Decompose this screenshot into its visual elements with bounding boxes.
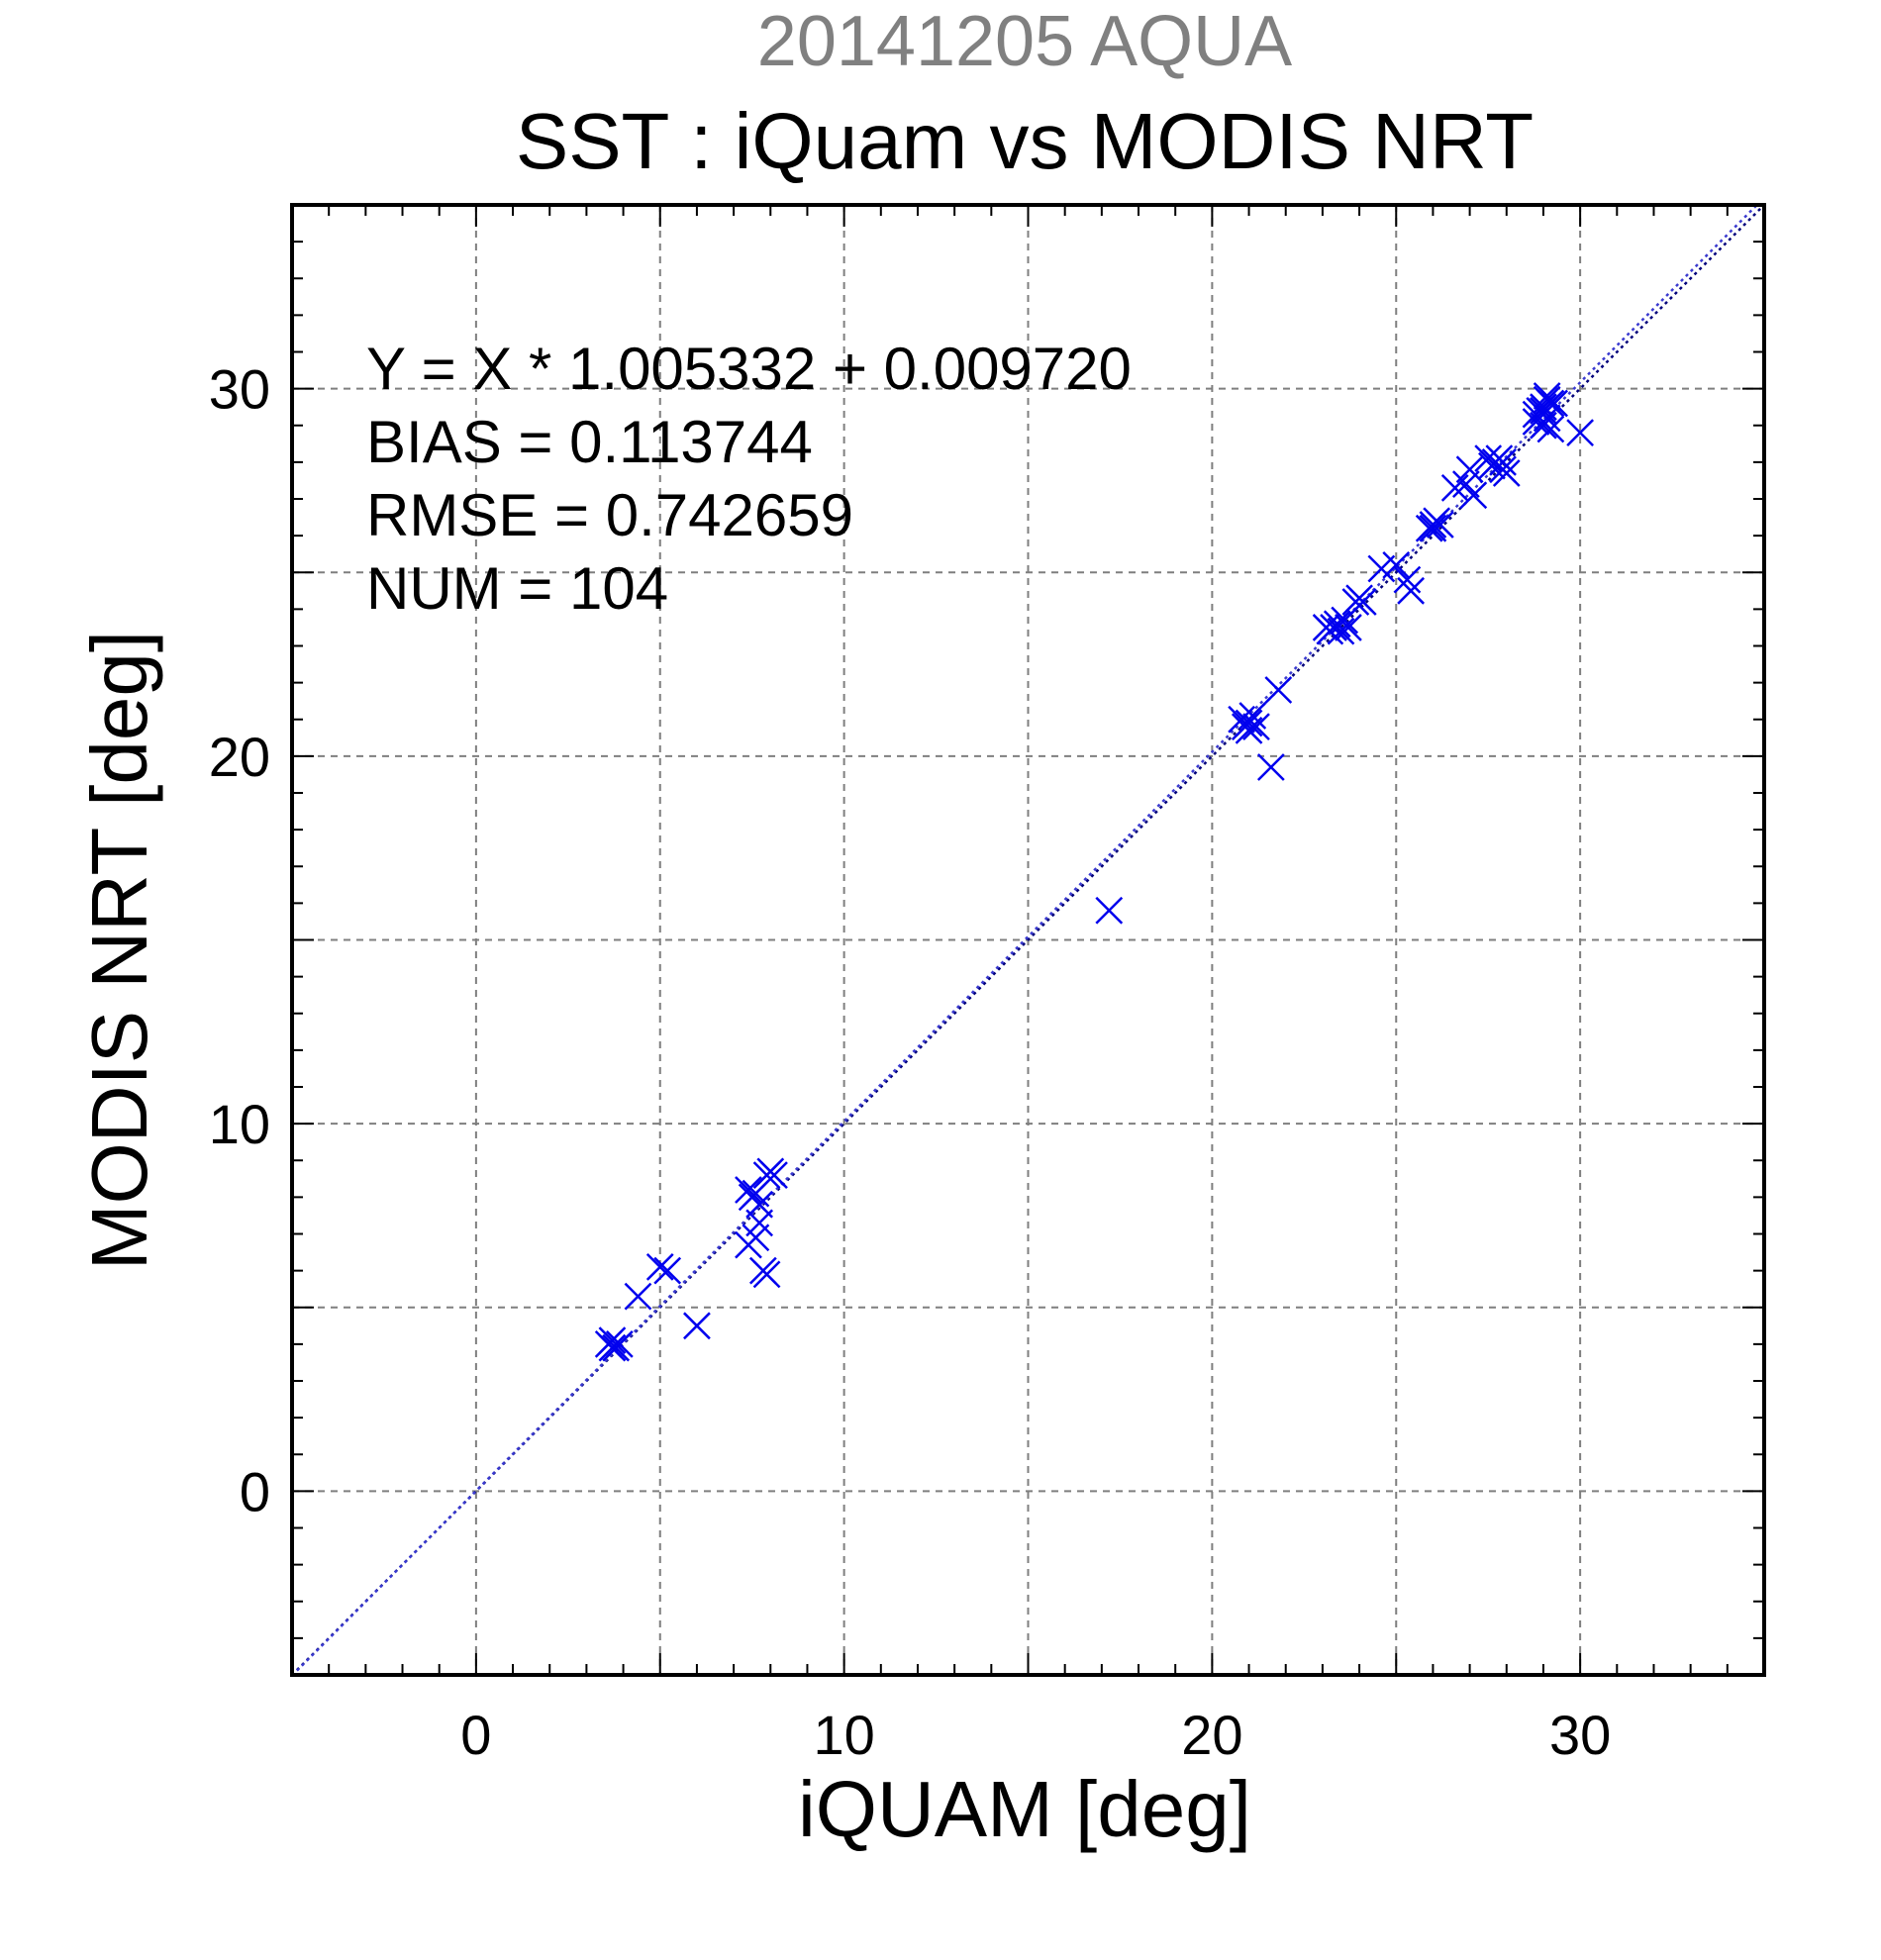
fit-equation: Y = X * 1.005332 + 0.009720 — [366, 336, 1132, 402]
data-point — [653, 1256, 682, 1285]
data-point — [1419, 514, 1447, 542]
data-point — [745, 1190, 774, 1219]
data-point — [1323, 610, 1351, 638]
data-point — [735, 1176, 762, 1204]
grid-lines — [292, 205, 1764, 1675]
y-tick-label: 30 — [209, 358, 270, 421]
y-tick-label: 10 — [209, 1093, 270, 1155]
data-point — [1455, 455, 1484, 484]
data-point — [598, 1326, 627, 1355]
data-point — [760, 1161, 788, 1189]
data-point — [1397, 576, 1426, 605]
fit-line-group — [291, 204, 1765, 1677]
data-point — [1440, 473, 1469, 502]
x-tick-label: 0 — [460, 1704, 491, 1766]
chart-supertitle: 20141205 AQUA — [757, 2, 1292, 81]
data-point — [598, 1333, 627, 1362]
data-point — [1242, 713, 1270, 741]
data-points — [594, 382, 1595, 1362]
rmse-value: RMSE = 0.742659 — [366, 482, 853, 548]
data-point — [605, 1329, 634, 1358]
chart-title: SST : iQuam vs MODIS NRT — [516, 97, 1534, 185]
data-point — [1235, 717, 1263, 744]
data-point — [1256, 753, 1285, 781]
data-point — [1522, 400, 1550, 429]
y-tick-label: 20 — [209, 726, 270, 788]
data-point — [1095, 896, 1124, 925]
data-point — [1393, 565, 1422, 594]
data-point — [645, 1253, 674, 1281]
data-point — [1426, 511, 1454, 539]
x-tick-label: 10 — [813, 1704, 874, 1766]
data-point — [1459, 481, 1488, 510]
data-point — [1348, 588, 1377, 616]
x-axis-label: iQUAM [deg] — [798, 1765, 1251, 1853]
stats-box: Y = X * 1.005332 + 0.009720 BIAS = 0.113… — [366, 336, 1132, 622]
bias-value: BIAS = 0.113744 — [366, 409, 813, 475]
data-point — [1235, 709, 1263, 737]
data-point — [752, 1260, 781, 1289]
tick-labels: 0 10 20 30 0 10 20 30 — [209, 358, 1612, 1766]
x-tick-label: 30 — [1549, 1704, 1611, 1766]
data-point — [1382, 550, 1411, 579]
data-point — [1530, 397, 1557, 425]
y-tick-label: 0 — [240, 1460, 270, 1522]
data-point — [1489, 447, 1517, 476]
plot-frame — [290, 203, 1766, 1677]
x-tick-label: 20 — [1181, 1704, 1242, 1766]
data-point — [1492, 459, 1521, 487]
data-point — [683, 1312, 711, 1340]
data-point — [1264, 676, 1293, 704]
data-point — [1335, 614, 1362, 641]
data-point — [1327, 617, 1355, 645]
y-axis-label: MODIS NRT [deg] — [75, 631, 163, 1270]
num-value: NUM = 104 — [366, 555, 668, 622]
data-point — [1566, 419, 1595, 447]
data-point — [624, 1282, 652, 1311]
data-point — [1533, 404, 1561, 433]
